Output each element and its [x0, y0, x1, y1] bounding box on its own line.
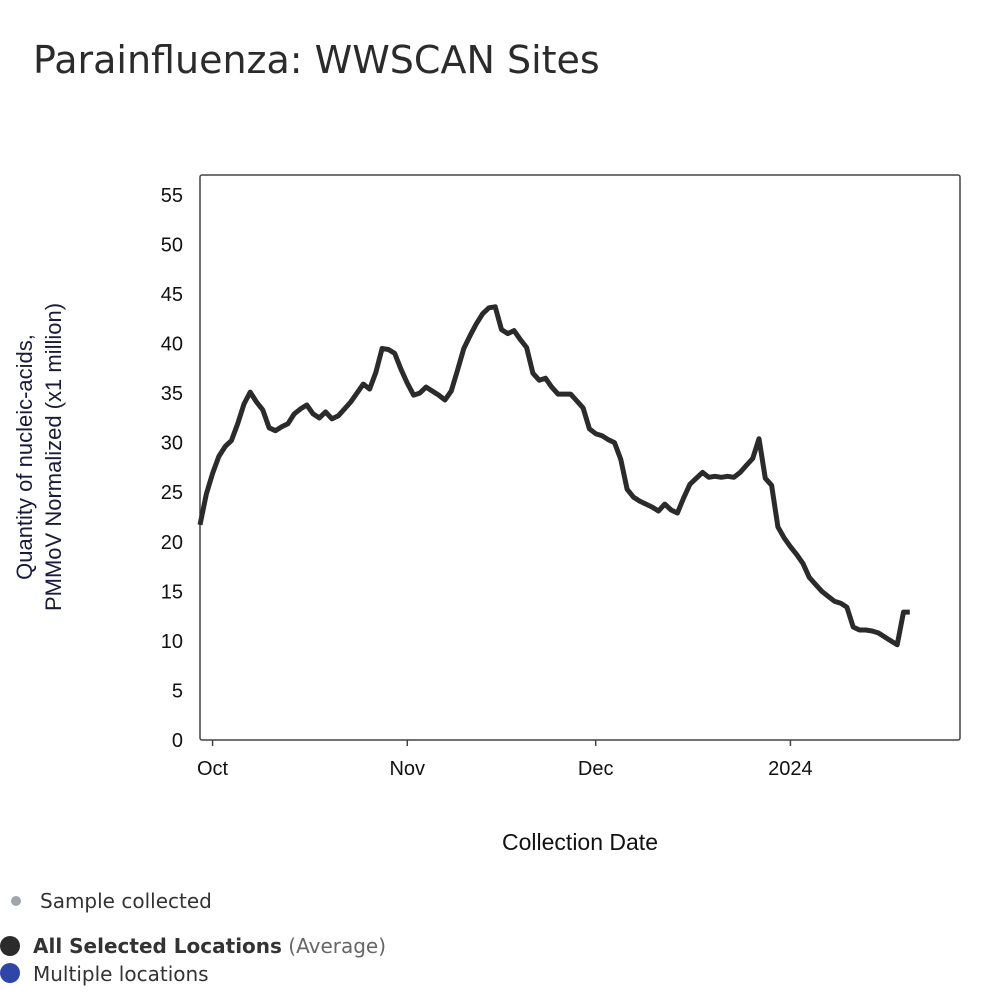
y-tick-label: 10	[161, 631, 183, 653]
y-axis-title-line-1: Quantity of nucleic-acids,	[12, 334, 37, 580]
y-tick-label: 25	[161, 482, 183, 504]
legend-average-suffix: (Average)	[288, 934, 387, 958]
y-tick-label: 50	[161, 234, 183, 256]
legend-sample: Sample collected	[40, 889, 212, 913]
x-tick-label: Oct	[197, 758, 229, 780]
chart-title: Parainfluenza: WWSCAN Sites	[33, 38, 600, 82]
average-dot-icon	[0, 936, 20, 956]
x-tick-label: Dec	[578, 758, 614, 780]
y-axis-title: Quantity of nucleic-acids, PMMoV Normali…	[12, 303, 66, 611]
legend-multiple: Multiple locations	[33, 962, 209, 986]
legend-average-label: All Selected Locations	[33, 934, 282, 958]
y-tick-label: 0	[172, 730, 183, 752]
y-tick-label: 5	[172, 680, 183, 702]
legend-multiple-label: Multiple locations	[33, 962, 209, 986]
y-tick-label: 15	[161, 581, 183, 603]
legend-average: All Selected Locations (Average)	[33, 934, 386, 958]
multiple-locations-dot-icon	[0, 963, 20, 983]
x-axis: Oct Nov Dec 2024	[197, 740, 813, 780]
legend-sample-label: Sample collected	[40, 889, 212, 913]
y-tick-label: 20	[161, 532, 183, 554]
series-layer	[197, 304, 910, 648]
y-tick-label: 45	[161, 284, 183, 306]
y-tick-label: 55	[161, 185, 183, 207]
y-tick-label: 35	[161, 383, 183, 405]
y-axis-title-line-2: PMMoV Normalized (x1 million)	[41, 303, 66, 611]
x-tick-label: Nov	[389, 758, 425, 780]
y-tick-label: 30	[161, 433, 183, 455]
y-axis: 0 5 10 15 20 25 30 35 40 45 50 55	[161, 185, 183, 752]
y-tick-label: 40	[161, 334, 183, 356]
line-chart: 0 5 10 15 20 25 30 35 40 45 50 55 Oct Nov Dec 2024 Col…	[12, 174, 961, 855]
series-line-average	[197, 304, 910, 648]
plot-area-frame	[199, 174, 961, 741]
x-axis-title: Collection Date	[502, 829, 658, 855]
x-tick-label: 2024	[768, 758, 813, 780]
sample-dot-icon	[11, 896, 21, 906]
